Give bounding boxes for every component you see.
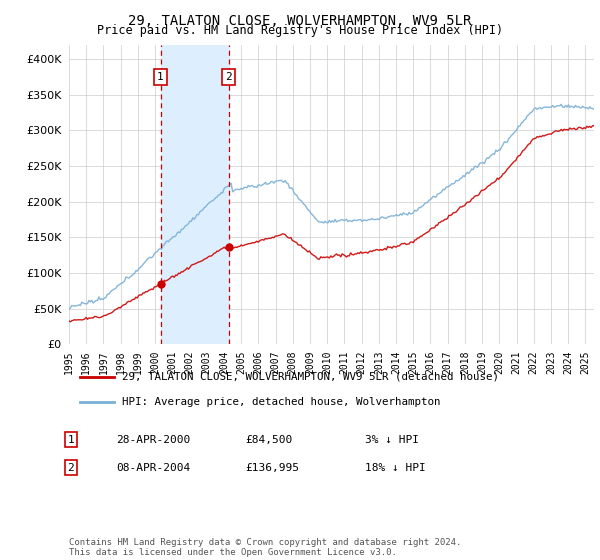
Text: 1: 1 bbox=[67, 435, 74, 445]
Text: 29, TALATON CLOSE, WOLVERHAMPTON, WV9 5LR (detached house): 29, TALATON CLOSE, WOLVERHAMPTON, WV9 5L… bbox=[121, 372, 499, 382]
Text: HPI: Average price, detached house, Wolverhampton: HPI: Average price, detached house, Wolv… bbox=[121, 396, 440, 407]
Text: 2: 2 bbox=[225, 72, 232, 82]
Text: 1: 1 bbox=[157, 72, 164, 82]
Text: £136,995: £136,995 bbox=[245, 463, 299, 473]
Text: 08-APR-2004: 08-APR-2004 bbox=[116, 463, 190, 473]
Text: Price paid vs. HM Land Registry's House Price Index (HPI): Price paid vs. HM Land Registry's House … bbox=[97, 24, 503, 37]
Bar bbox=[161, 45, 229, 344]
Text: £84,500: £84,500 bbox=[245, 435, 292, 445]
Text: Contains HM Land Registry data © Crown copyright and database right 2024.
This d: Contains HM Land Registry data © Crown c… bbox=[69, 538, 461, 557]
Text: 18% ↓ HPI: 18% ↓ HPI bbox=[365, 463, 425, 473]
Text: 2: 2 bbox=[67, 463, 74, 473]
Text: 28-APR-2000: 28-APR-2000 bbox=[116, 435, 190, 445]
Text: 3% ↓ HPI: 3% ↓ HPI bbox=[365, 435, 419, 445]
Text: 29, TALATON CLOSE, WOLVERHAMPTON, WV9 5LR: 29, TALATON CLOSE, WOLVERHAMPTON, WV9 5L… bbox=[128, 14, 472, 28]
